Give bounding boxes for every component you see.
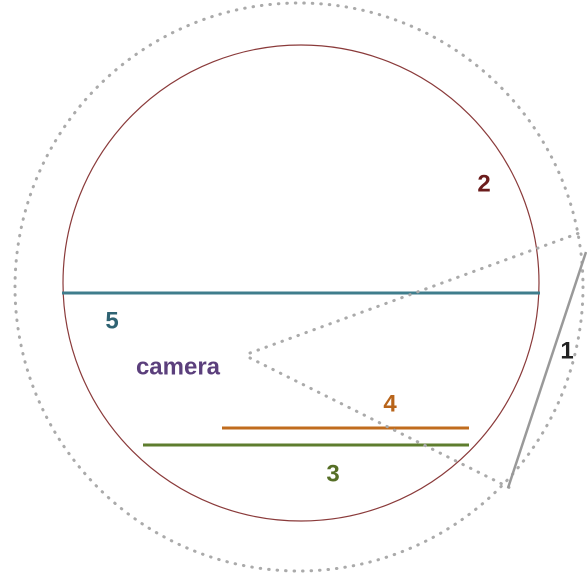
line-1	[506, 251, 587, 489]
label-5: 5	[105, 307, 118, 334]
label-3: 3	[326, 460, 339, 487]
label-4: 4	[383, 390, 397, 417]
inner-circle	[62, 44, 540, 522]
label-camera: camera	[136, 353, 221, 380]
label-1: 1	[560, 337, 573, 364]
view-ray-lower	[248, 356, 512, 490]
label-2: 2	[477, 170, 490, 197]
outer-dotted-circle	[13, 1, 585, 573]
view-ray-upper	[248, 230, 584, 355]
